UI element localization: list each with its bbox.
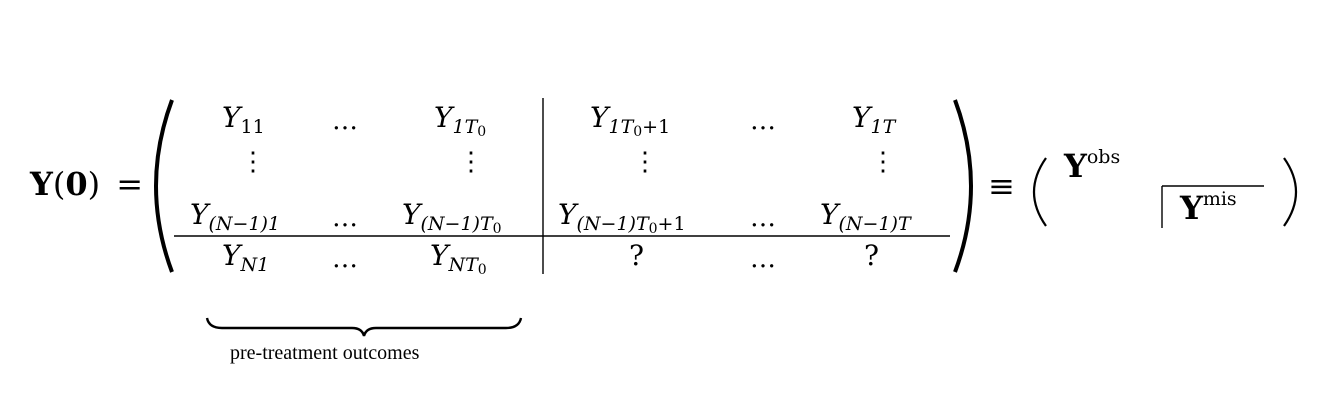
vdots-c3: ⋮ <box>458 147 484 177</box>
cell-r3-c6: Y(N−1)T <box>820 198 911 235</box>
cell-r1-c5: … <box>750 106 778 136</box>
cell-r1-c3: Y1T0 <box>434 101 487 140</box>
block-mis: Ymis <box>1180 188 1237 227</box>
matrix-left-paren <box>154 99 174 273</box>
block-obs: Yobs <box>1064 146 1121 185</box>
block-right-paren <box>1283 157 1297 227</box>
cell-r1-c2: … <box>332 106 360 136</box>
lhs-arg: 0 <box>65 165 88 203</box>
lhs-expression: Y(0) = <box>30 168 143 200</box>
cell-r1-c1: Y11 <box>222 101 265 138</box>
cell-r3-c1: Y(N−1)1 <box>190 198 281 235</box>
cell-r3-c3: Y(N−1)T0 <box>402 198 502 237</box>
lhs-close-paren: ) <box>87 165 101 203</box>
lhs-equals: = <box>116 165 144 203</box>
lhs-symbol: Y <box>30 165 53 203</box>
lhs-open-paren: ( <box>52 165 66 203</box>
cell-r3-c2: … <box>332 203 360 233</box>
cell-r4-c6: ? <box>864 239 880 272</box>
cell-r3-c4: Y(N−1)T0+1 <box>558 198 686 237</box>
cell-r4-c2: … <box>332 244 360 274</box>
cell-r4-c1: YN1 <box>222 239 270 276</box>
vdots-c6: ⋮ <box>870 147 896 177</box>
vdots-c1: ⋮ <box>240 147 266 177</box>
cell-r1-c6: Y1T <box>852 101 896 138</box>
cell-r4-c5: … <box>750 244 778 274</box>
cell-r3-c5: … <box>750 203 778 233</box>
underbrace-label: pre-treatment outcomes <box>230 342 420 364</box>
underbrace <box>205 317 523 337</box>
cell-r4-c4: ? <box>629 239 645 272</box>
vdots-c4: ⋮ <box>632 147 658 177</box>
block-left-paren <box>1033 157 1047 227</box>
cell-r4-c3: YNT0 <box>430 239 487 278</box>
cell-r1-c4: Y1T0+1 <box>590 101 671 140</box>
matrix-right-paren <box>953 99 973 273</box>
equiv-sign: ≡ <box>988 167 1015 205</box>
